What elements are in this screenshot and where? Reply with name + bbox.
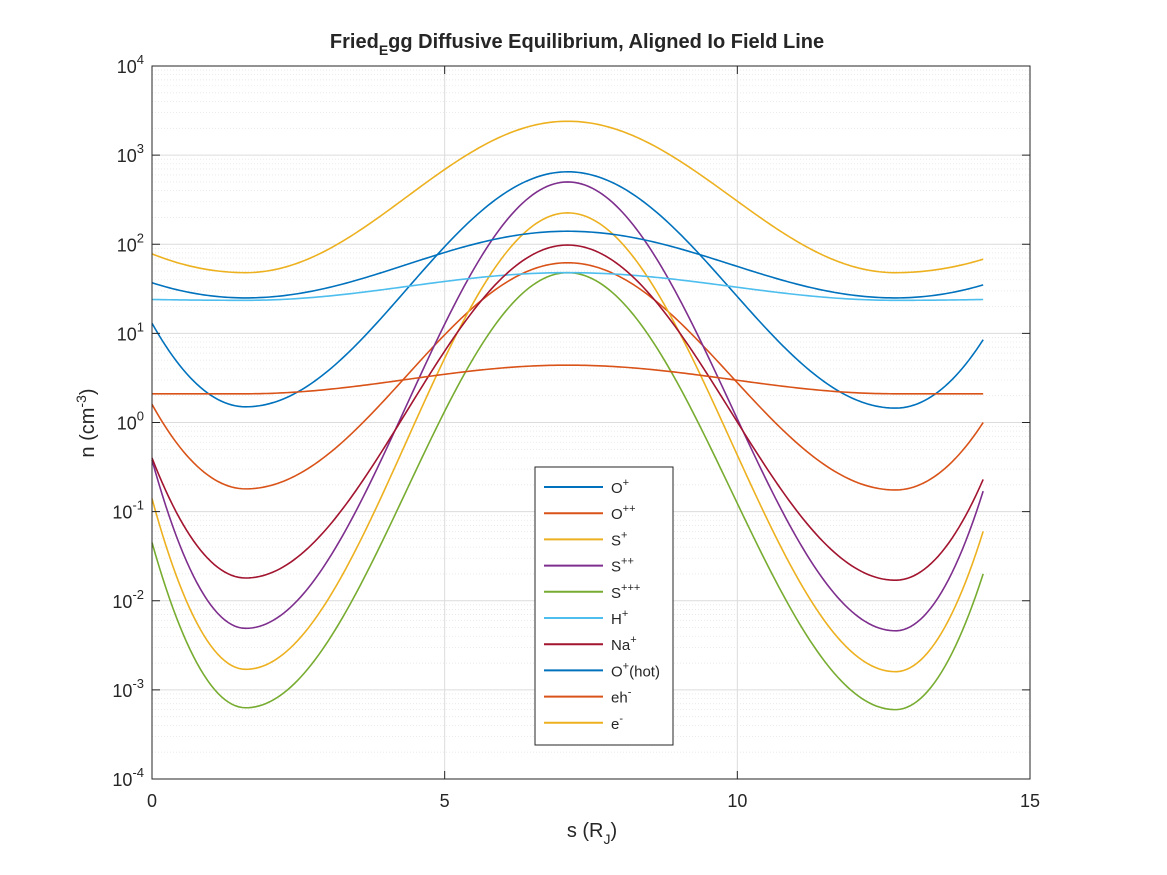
y-tick-labels: 10-4 10-3 10-2 10-1 100 101 102 103 104	[112, 52, 144, 790]
legend-label: S+	[611, 529, 627, 549]
legend-label: S+++	[611, 582, 640, 602]
y-axis-label-sup: -3	[73, 395, 89, 408]
chart-title-rest: gg Diffusive Equilibrium, Aligned Io Fie…	[388, 31, 824, 53]
series-layer	[151, 120, 984, 711]
x-axis-label-sub: J	[604, 831, 611, 847]
y-tick-label: 102	[117, 230, 144, 255]
x-tick-label: 5	[440, 791, 450, 811]
y-tick-label: 10-4	[112, 765, 144, 790]
series-line-9	[152, 364, 984, 395]
legend-label: eh-	[611, 687, 632, 707]
y-tick-label: 10-2	[112, 587, 144, 612]
y-axis-label: n (cm-3)	[73, 388, 99, 457]
tick-marks	[151, 65, 1031, 780]
y-axis-label-rest: )	[77, 388, 99, 395]
chart-title-sub: E	[379, 42, 388, 58]
y-tick-label: 100	[117, 409, 144, 434]
legend-label: e-	[611, 713, 623, 733]
legend-label: H+	[611, 608, 628, 628]
x-axis-label: s (RJ)	[567, 820, 617, 847]
legend-label: Na+	[611, 634, 637, 654]
legend-label: O++	[611, 503, 636, 523]
chart-title: FriedEgg Diffusive Equilibrium, Aligned …	[330, 31, 824, 58]
series-line-10	[151, 120, 984, 274]
series-line-7	[151, 244, 984, 581]
legend-box	[534, 466, 674, 746]
series-line-1	[151, 170, 984, 409]
series-line-3	[151, 212, 984, 673]
y-axis-label-main: n (cm	[77, 408, 99, 458]
legend-label: O+(hot)	[611, 660, 660, 680]
x-tick-labels: 0 5 10 15	[147, 791, 1040, 811]
legend-label: O+	[611, 477, 629, 497]
chart-title-main: Fried	[330, 31, 379, 53]
series-line-8	[151, 230, 984, 299]
x-tick-label: 10	[727, 791, 747, 811]
y-tick-label: 101	[117, 319, 144, 344]
series-line-6	[151, 271, 984, 302]
y-tick-label: 10-1	[112, 498, 144, 523]
x-axis-label-main: s (R	[567, 820, 604, 842]
x-tick-label: 0	[147, 791, 157, 811]
series-line-4	[151, 181, 984, 632]
y-tick-label: 104	[117, 52, 144, 77]
legend-label: S++	[611, 556, 634, 576]
x-tick-label: 15	[1020, 791, 1040, 811]
y-tick-label: 10-3	[112, 676, 144, 701]
x-axis-label-rest: )	[611, 820, 618, 842]
legend-items: O+ O++ S+ S++ S+++ H+ Na+ O+(hot) eh-e-	[544, 477, 660, 733]
series-line-2	[151, 261, 984, 491]
legend: O+ O++ S+ S++ S+++ H+ Na+ O+(hot) eh-e-	[534, 466, 674, 746]
y-tick-label: 103	[117, 141, 144, 166]
